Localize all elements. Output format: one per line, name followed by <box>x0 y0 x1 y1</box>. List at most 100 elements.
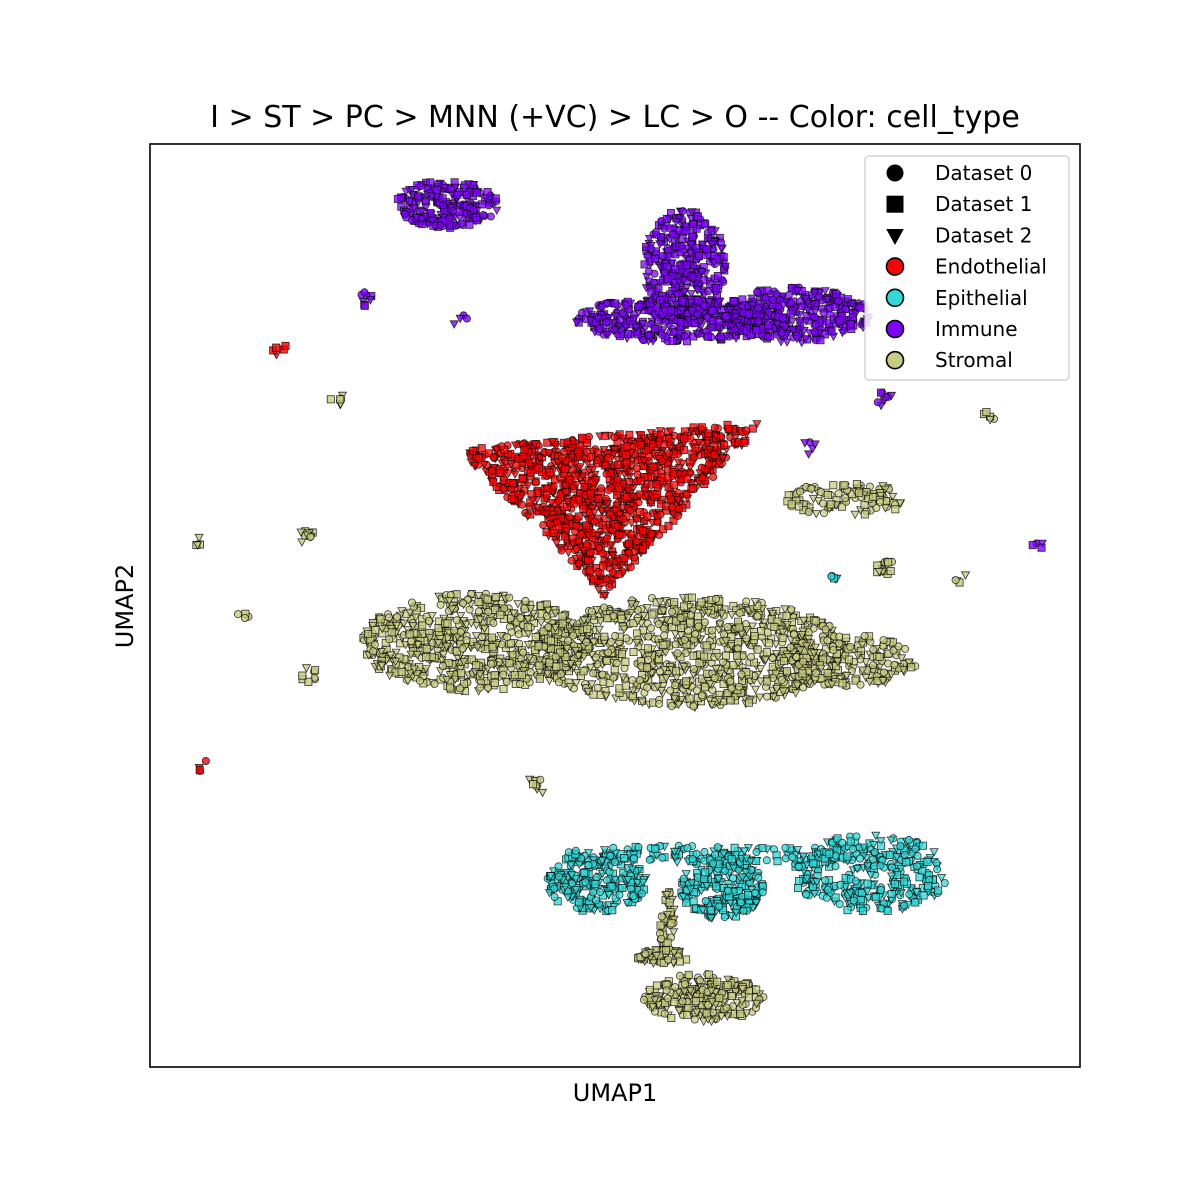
data-point <box>708 626 717 635</box>
data-point <box>715 902 724 911</box>
data-point <box>602 500 613 509</box>
data-point <box>604 453 613 462</box>
data-point <box>488 643 497 652</box>
data-point <box>405 196 414 205</box>
data-point <box>741 329 751 338</box>
data-point <box>650 324 659 333</box>
data-point <box>673 649 682 658</box>
data-point <box>542 505 552 515</box>
data-point <box>678 276 688 285</box>
data-point <box>505 659 514 668</box>
data-point <box>621 681 630 690</box>
data-point <box>597 484 606 493</box>
data-point <box>544 449 554 458</box>
data-point <box>489 452 498 461</box>
data-point <box>834 489 843 498</box>
data-point <box>458 644 467 653</box>
data-point <box>587 453 596 462</box>
data-point <box>666 495 675 504</box>
data-point <box>578 433 587 442</box>
data-point <box>492 206 502 216</box>
data-point <box>385 635 394 644</box>
data-point <box>514 630 523 639</box>
data-point <box>457 669 466 678</box>
data-point <box>503 633 512 642</box>
data-point <box>701 897 710 906</box>
data-point <box>863 879 872 888</box>
data-point <box>697 691 706 700</box>
data-point <box>655 699 664 708</box>
data-point <box>693 212 702 221</box>
data-point <box>635 507 644 516</box>
data-point <box>656 510 665 519</box>
data-point <box>724 886 733 895</box>
data-point <box>369 647 378 656</box>
data-point <box>552 662 561 671</box>
data-point <box>913 862 922 871</box>
data-point <box>692 286 703 295</box>
data-point <box>508 479 517 488</box>
data-point <box>720 630 729 639</box>
data-point <box>720 262 730 272</box>
data-point <box>787 605 796 614</box>
data-point <box>688 232 697 241</box>
data-point <box>505 593 514 602</box>
data-point <box>666 224 675 233</box>
data-point <box>739 906 748 915</box>
data-point <box>615 890 624 899</box>
data-point <box>604 648 613 657</box>
data-point <box>652 303 661 312</box>
data-point <box>636 476 645 485</box>
data-point <box>643 663 652 672</box>
data-point <box>631 323 641 333</box>
data-point <box>484 607 493 616</box>
data-point <box>745 309 754 318</box>
data-point <box>615 530 624 539</box>
data-point <box>483 187 492 196</box>
data-point <box>915 873 924 882</box>
data-point <box>593 683 602 692</box>
data-point <box>671 681 680 690</box>
data-point <box>664 449 673 458</box>
data-point <box>611 631 620 640</box>
data-point <box>621 451 630 460</box>
data-point <box>823 636 832 645</box>
data-point <box>475 453 484 462</box>
data-point <box>792 287 802 296</box>
data-point <box>791 689 801 698</box>
data-point <box>735 623 744 632</box>
data-point <box>634 302 643 311</box>
data-point <box>750 685 761 695</box>
data-point <box>644 267 653 276</box>
data-point <box>535 661 544 670</box>
data-point <box>583 438 592 447</box>
data-point <box>672 667 681 676</box>
data-point <box>794 883 803 892</box>
data-point <box>763 677 772 686</box>
data-point <box>639 527 648 536</box>
data-point <box>416 182 425 191</box>
data-point <box>563 446 573 456</box>
data-point <box>801 295 811 304</box>
data-point <box>418 621 427 630</box>
data-point <box>582 521 591 530</box>
data-point <box>787 500 796 509</box>
data-point <box>614 510 625 520</box>
data-point <box>790 630 799 639</box>
data-point <box>761 293 770 302</box>
data-point <box>393 194 402 203</box>
data-point <box>575 898 584 907</box>
data-point <box>523 512 533 522</box>
data-point <box>652 480 661 489</box>
data-point <box>456 612 466 621</box>
data-point <box>659 641 668 650</box>
data-point <box>600 592 610 601</box>
data-point <box>797 302 806 311</box>
data-point <box>668 607 677 616</box>
data-point <box>694 612 703 621</box>
data-point <box>567 556 576 565</box>
data-point <box>417 214 426 223</box>
data-point <box>697 463 706 472</box>
data-point <box>820 509 829 518</box>
data-point <box>618 504 628 513</box>
